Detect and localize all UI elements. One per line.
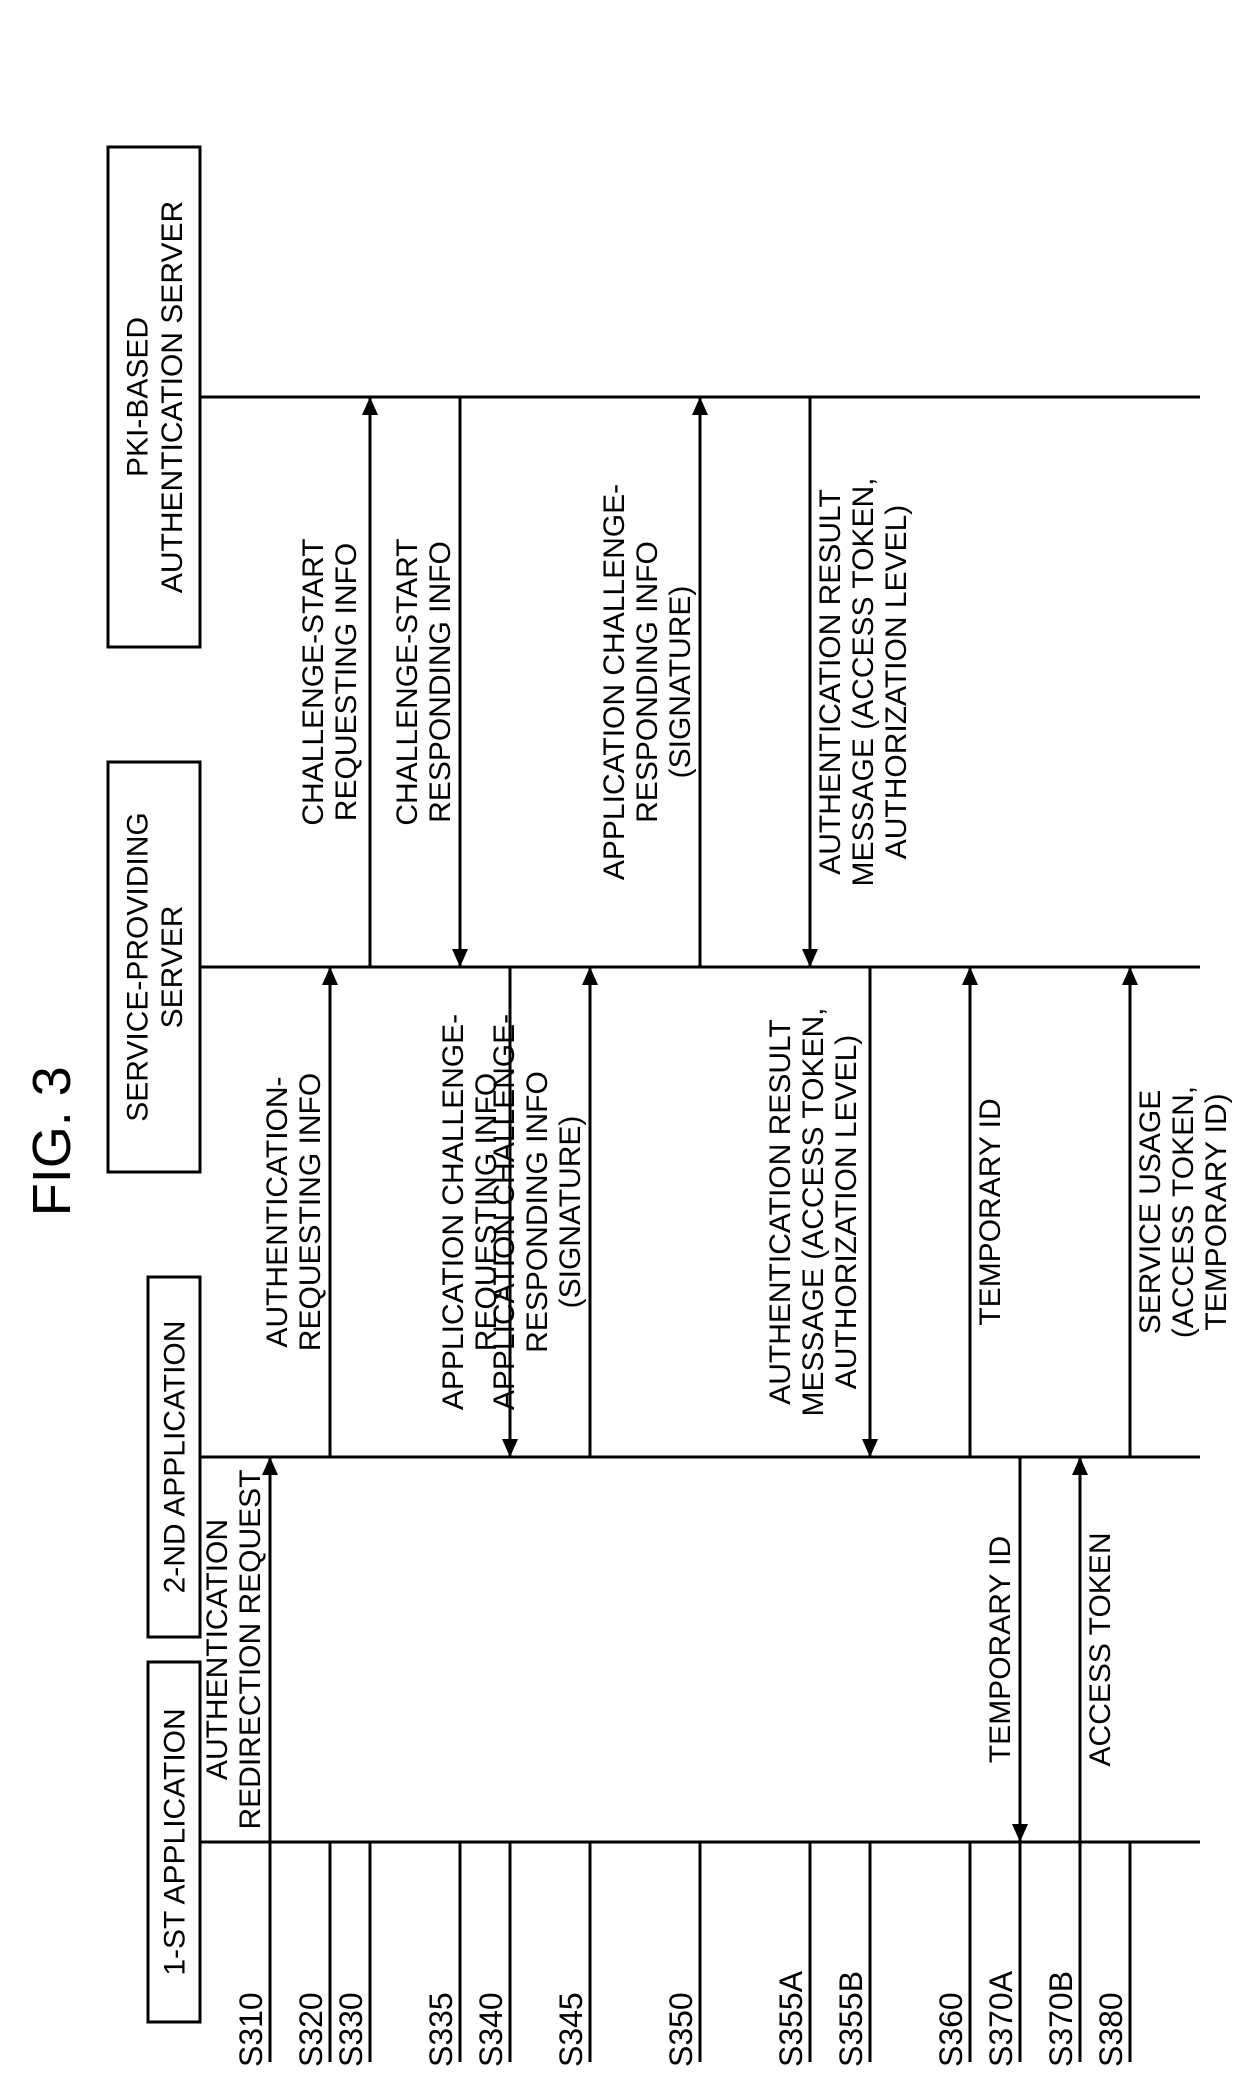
step-label: S320: [293, 1992, 329, 2067]
participant-label-app1: 1-ST APPLICATION: [159, 1708, 192, 1975]
participant-label-app2: 2-ND APPLICATION: [159, 1321, 192, 1594]
message-label: MESSAGE (ACCESS TOKEN,: [797, 1008, 830, 1417]
step-label: S340: [473, 1992, 509, 2067]
message-label: RESPONDING INFO: [631, 541, 664, 823]
message-label: CHALLENGE-START: [297, 538, 330, 825]
message-label: MESSAGE (ACCESS TOKEN,: [847, 478, 880, 887]
message-label: SERVICE USAGE: [1134, 1090, 1167, 1335]
message-label: (SIGNATURE): [554, 1116, 587, 1309]
sequence-diagram: FIG. 3 1-ST APPLICATION 2-ND APPLICATION SE…: [0, 0, 1240, 2097]
message-label: ACCESS TOKEN: [1084, 1533, 1117, 1767]
participant-label-pki: AUTHENTICATION SERVER: [156, 201, 189, 593]
participant-label-sps: SERVICE-PROVIDING: [121, 812, 154, 1122]
arrow-S370A-head: [1012, 1824, 1028, 1842]
step-label: S370A: [983, 1970, 1019, 2067]
arrow-S320-head: [322, 967, 338, 985]
message-label: REQUESTING INFO: [330, 543, 363, 821]
arrow-S355B-head: [862, 1439, 878, 1457]
message-label: APPLICATION CHALLENGE-: [488, 1014, 521, 1410]
message-label: CHALLENGE-START: [391, 538, 424, 825]
step-label: S330: [333, 1992, 369, 2067]
step-label: S355A: [773, 1970, 809, 2067]
figure-title: FIG. 3: [22, 1066, 82, 1216]
message-label: AUTHENTICATION-: [261, 1076, 294, 1347]
message-label: AUTHENTICATION RESULT: [764, 1019, 797, 1405]
message-label: AUTHORIZATION LEVEL): [830, 1035, 863, 1390]
message-label: AUTHENTICATION RESULT: [814, 489, 847, 875]
message-label: REDIRECTION REQUEST: [234, 1469, 267, 1829]
rotated-root: FIG. 3 1-ST APPLICATION 2-ND APPLICATION SE…: [22, 147, 1233, 2067]
arrow-S335-head: [452, 949, 468, 967]
message-label: TEMPORARY ID): [1200, 1093, 1233, 1330]
message-label: TEMPORARY ID: [974, 1098, 1007, 1325]
message-label: RESPONDING INFO: [521, 1071, 554, 1353]
arrow-S355A-head: [802, 949, 818, 967]
message-label: REQUESTING INFO: [294, 1073, 327, 1351]
step-label: S310: [233, 1992, 269, 2067]
step-label: S345: [553, 1992, 589, 2067]
message-label: APPLICATION CHALLENGE-: [598, 484, 631, 880]
arrow-S330-head: [362, 397, 378, 415]
step-label: S335: [423, 1992, 459, 2067]
participant-label-pki: PKI-BASED: [121, 317, 154, 477]
arrow-S370B-head: [1072, 1457, 1088, 1475]
message-label: AUTHORIZATION LEVEL): [880, 505, 913, 860]
message-label: (SIGNATURE): [664, 586, 697, 779]
message-label: AUTHENTICATION: [201, 1519, 234, 1780]
arrow-S380-head: [1122, 967, 1138, 985]
step-label: S360: [933, 1992, 969, 2067]
arrow-S350-head: [692, 397, 708, 415]
arrow-S340-head: [502, 1439, 518, 1457]
participant-label-sps: SERVER: [156, 906, 189, 1029]
step-label: S355B: [833, 1971, 869, 2067]
arrow-S360-head: [962, 967, 978, 985]
message-label: RESPONDING INFO: [424, 541, 457, 823]
step-label: S350: [663, 1992, 699, 2067]
step-label: S370B: [1043, 1971, 1079, 2067]
message-label: APPLICATION CHALLENGE-: [437, 1014, 470, 1410]
message-label: (ACCESS TOKEN,: [1167, 1086, 1200, 1338]
message-label: TEMPORARY ID: [984, 1536, 1017, 1763]
step-label: S380: [1093, 1992, 1129, 2067]
arrow-S345-head: [582, 967, 598, 985]
